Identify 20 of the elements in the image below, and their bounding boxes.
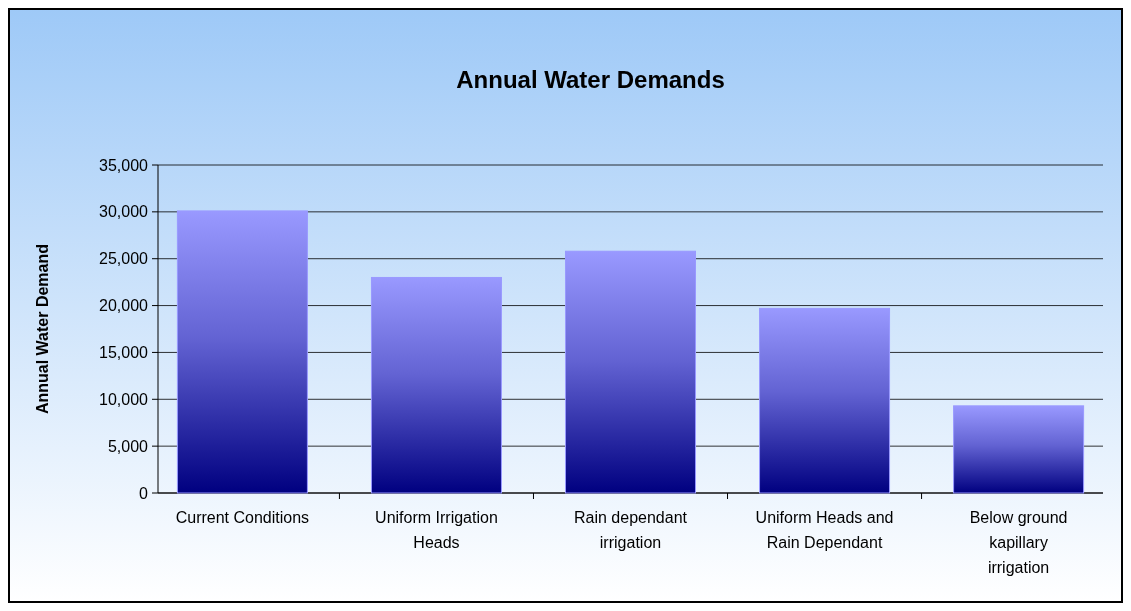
y-tick-label: 20,000 xyxy=(99,297,149,315)
y-tick-label: 5,000 xyxy=(107,437,149,455)
bar xyxy=(176,210,308,494)
y-tick-label: 30,000 xyxy=(99,203,149,221)
y-axis-title: Annual Water Demand xyxy=(34,243,51,415)
y-tick-label: 15,000 xyxy=(99,344,149,362)
bar xyxy=(953,405,1085,494)
x-tick-label: Uniform Heads and Rain Dependant xyxy=(755,509,894,551)
chart-title: Annual Water Demands xyxy=(456,66,725,93)
x-tick-label: Current Conditions xyxy=(175,509,310,526)
y-tick-label: 0 xyxy=(139,484,149,502)
bar xyxy=(759,307,891,494)
y-tick-label: 10,000 xyxy=(99,390,149,408)
bar xyxy=(370,276,502,494)
bar xyxy=(565,250,697,494)
y-tick-label: 35,000 xyxy=(99,156,149,174)
x-tick-label: Below ground kapillary irrigation xyxy=(969,509,1068,576)
x-tick-label: Uniform Irrigation Heads xyxy=(375,509,498,551)
x-tick-label: Rain dependant irrigation xyxy=(574,509,688,551)
y-tick-label: 25,000 xyxy=(99,250,149,268)
